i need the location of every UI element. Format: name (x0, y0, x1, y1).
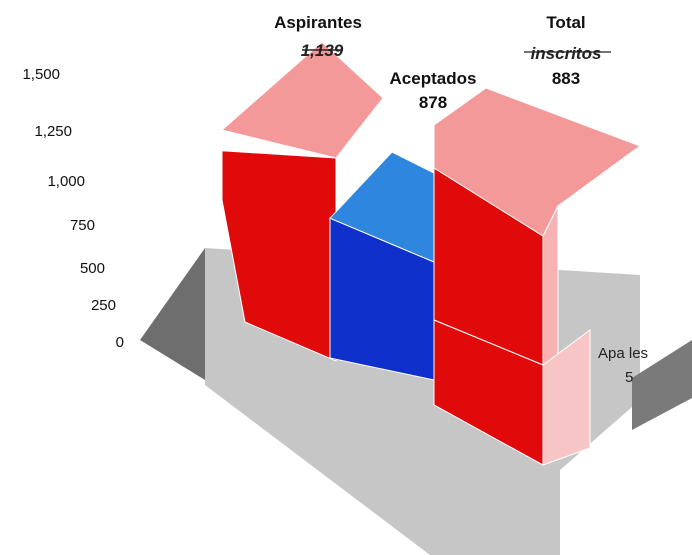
label-apartados-name: Apa les (598, 345, 648, 362)
bar-side-total-lower (542, 329, 591, 466)
y-tick-0: 0 (116, 334, 124, 351)
label-aceptados-value: 878 (419, 93, 447, 112)
bars-layer (220, 41, 642, 466)
label-apartados-value: 5 (625, 369, 633, 386)
bar-top-aspirantes (220, 41, 384, 159)
label-total-value: 883 (552, 69, 580, 88)
y-tick-250: 250 (91, 297, 116, 314)
floor-left-dark (140, 248, 205, 380)
label-aspirantes-name: Aspirantes (274, 13, 362, 32)
label-aceptados-name: Aceptados (390, 69, 477, 88)
y-tick-1500: 1,500 (22, 66, 60, 83)
bar-front-aspirantes (221, 150, 337, 362)
data-labels: Aspirantes 1,139 Aceptados 878 Total ins… (274, 13, 648, 386)
y-tick-1250: 1,250 (34, 123, 72, 140)
y-tick-1000: 1,000 (47, 173, 85, 190)
label-total-line1: Total (546, 13, 585, 32)
y-tick-500: 500 (80, 260, 105, 277)
y-tick-750: 750 (70, 217, 95, 234)
label-total-line2: inscritos (531, 44, 602, 63)
y-axis: 1,500 1,250 1,000 750 500 250 0 (22, 66, 124, 351)
floor-right-dark (632, 340, 692, 430)
